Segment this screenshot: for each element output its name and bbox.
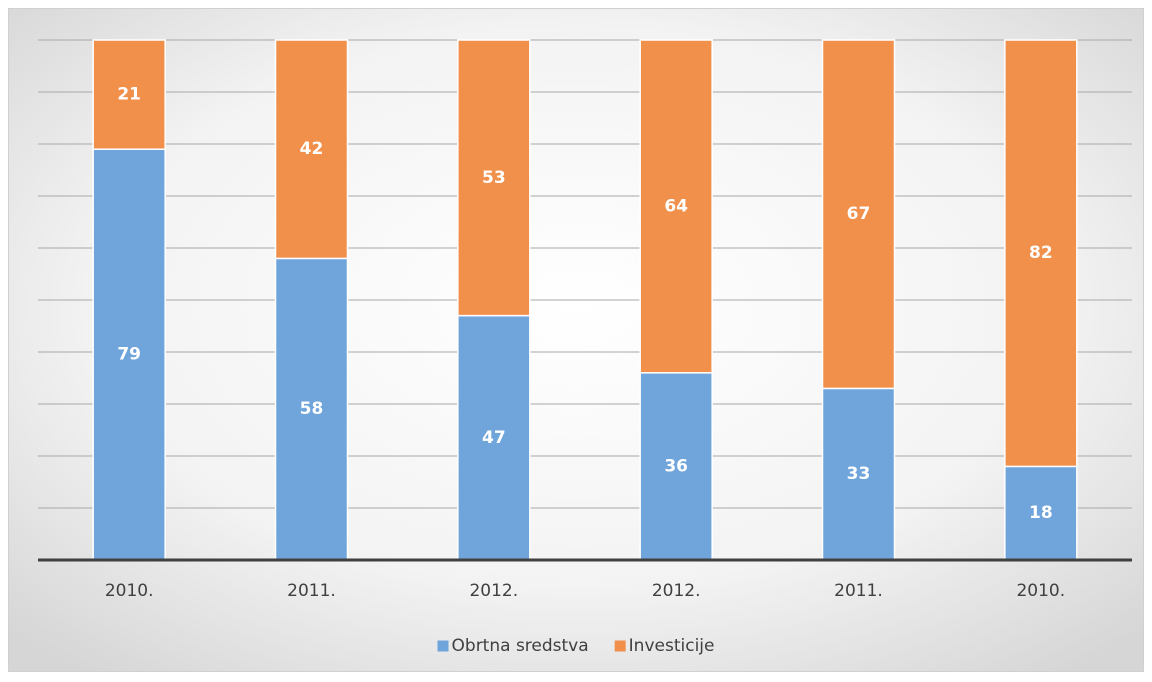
data-label: 79 (117, 345, 141, 365)
data-label: 67 (847, 204, 871, 224)
data-label: 64 (664, 196, 688, 216)
bar-segment (92, 39, 166, 150)
bar-segment (821, 39, 896, 390)
data-label: 58 (300, 399, 324, 419)
bar-segment (639, 372, 713, 561)
legend-swatch (437, 640, 449, 652)
data-label: 53 (482, 168, 506, 188)
x-tick-label: 2012. (652, 581, 701, 601)
bar-segment (274, 39, 349, 260)
x-tick-label: 2012. (469, 581, 518, 601)
bar-segment (457, 314, 531, 561)
bar-segment (457, 39, 531, 317)
data-label: 82 (1029, 243, 1053, 263)
bar-segment (821, 387, 896, 561)
bar-segment (1004, 39, 1078, 468)
legend-label: Obrtna sredstva (452, 636, 589, 656)
x-tick-label: 2010. (1016, 581, 1065, 601)
data-label: 33 (847, 464, 871, 484)
x-tick-label: 2010. (105, 581, 154, 601)
legend-swatch (614, 640, 626, 652)
x-tick-label: 2011. (834, 581, 883, 601)
data-label: 47 (482, 428, 506, 448)
chart-background (8, 8, 1144, 672)
data-label: 18 (1029, 503, 1053, 523)
data-label: 42 (300, 139, 324, 159)
data-label: 21 (117, 85, 141, 105)
legend-label: Investicije (629, 636, 715, 656)
bar-segment (639, 39, 713, 374)
x-tick-label: 2011. (287, 581, 336, 601)
data-label: 36 (664, 456, 688, 476)
